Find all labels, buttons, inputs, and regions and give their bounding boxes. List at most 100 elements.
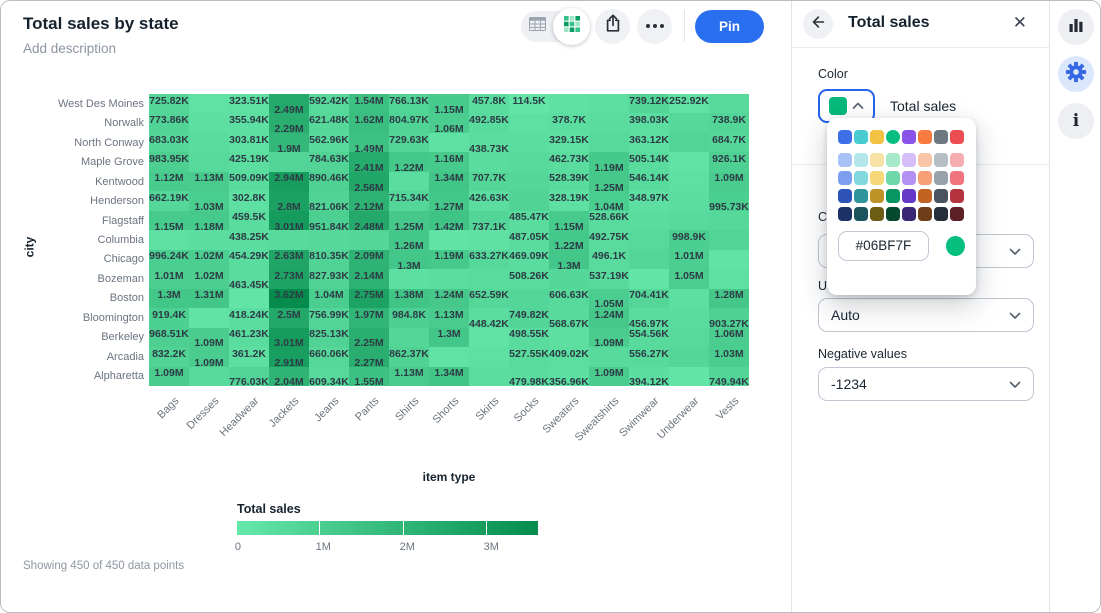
palette-swatch[interactable]	[934, 171, 948, 185]
heatmap-cell[interactable]	[469, 269, 509, 288]
heatmap-cell[interactable]	[309, 230, 349, 249]
heatmap-cell[interactable]	[189, 367, 229, 386]
heatmap-cell[interactable]	[669, 289, 709, 308]
palette-swatch[interactable]	[934, 189, 948, 203]
palette-swatch[interactable]	[854, 153, 868, 167]
heatmap-cell[interactable]	[669, 152, 709, 171]
heatmap-cell[interactable]	[589, 113, 629, 132]
palette-swatch[interactable]	[886, 189, 900, 203]
heatmap-cell[interactable]	[509, 152, 549, 171]
palette-swatch[interactable]	[950, 189, 964, 203]
format-settings-button[interactable]	[1058, 56, 1094, 92]
palette-swatch[interactable]	[918, 130, 932, 144]
heatmap-cell[interactable]	[709, 230, 749, 249]
palette-swatch[interactable]	[934, 207, 948, 221]
palette-swatch[interactable]	[870, 207, 884, 221]
heatmap-cell[interactable]	[269, 152, 309, 171]
heatmap-cell[interactable]	[189, 133, 229, 152]
heatmap-cell[interactable]	[189, 113, 229, 132]
palette-swatch[interactable]	[886, 153, 900, 167]
heatmap-cell[interactable]	[669, 211, 709, 230]
palette-swatch[interactable]	[838, 130, 852, 144]
heatmap-cell[interactable]	[669, 191, 709, 210]
heatmap-cell[interactable]	[669, 347, 709, 366]
heatmap-cell[interactable]	[589, 133, 629, 152]
heatmap-cell[interactable]	[389, 269, 429, 288]
heatmap-cell[interactable]	[669, 133, 709, 152]
heatmap-cell[interactable]	[589, 347, 629, 366]
heatmap-cell[interactable]	[189, 230, 229, 249]
heatmap-cell[interactable]	[189, 308, 229, 327]
heatmap-cell[interactable]	[709, 269, 749, 288]
negative-values-dropdown[interactable]: -1234	[818, 367, 1034, 401]
palette-swatch[interactable]	[918, 207, 932, 221]
heatmap-cell[interactable]	[629, 230, 669, 249]
heatmap-cell[interactable]	[669, 367, 709, 386]
heatmap-cell[interactable]	[709, 250, 749, 269]
palette-swatch[interactable]	[854, 207, 868, 221]
palette-swatch[interactable]	[838, 189, 852, 203]
palette-swatch[interactable]	[902, 130, 916, 144]
palette-swatch[interactable]	[950, 130, 964, 144]
heatmap-cell[interactable]	[629, 250, 669, 269]
units-dropdown[interactable]: Auto	[818, 298, 1034, 332]
heatmap-cell[interactable]	[589, 94, 629, 113]
heatmap-cell[interactable]	[429, 133, 469, 152]
heatmap-cell[interactable]	[509, 113, 549, 132]
heatmap-cell[interactable]	[509, 191, 549, 210]
palette-swatch[interactable]	[870, 189, 884, 203]
palette-swatch[interactable]	[838, 153, 852, 167]
palette-swatch[interactable]	[854, 130, 868, 144]
heatmap-cell[interactable]	[189, 94, 229, 113]
palette-swatch[interactable]	[886, 130, 900, 144]
heatmap-cell[interactable]	[549, 94, 589, 113]
heatmap-cell[interactable]	[389, 328, 429, 347]
heatmap-cell[interactable]	[269, 230, 309, 249]
heatmap-cell[interactable]	[509, 133, 549, 152]
heatmap-cell[interactable]	[469, 347, 509, 366]
heatmap-cell[interactable]	[549, 328, 589, 347]
palette-swatch[interactable]	[854, 171, 868, 185]
heatmap-cell[interactable]	[509, 289, 549, 308]
heatmap-cell[interactable]	[629, 269, 669, 288]
heatmap-cell[interactable]	[349, 230, 389, 249]
palette-swatch[interactable]	[838, 207, 852, 221]
share-button[interactable]	[595, 9, 630, 44]
palette-swatch[interactable]	[902, 189, 916, 203]
heatmap-cell[interactable]	[429, 347, 469, 366]
heatmap-cell[interactable]	[629, 211, 669, 230]
palette-swatch[interactable]	[934, 130, 948, 144]
palette-swatch[interactable]	[854, 189, 868, 203]
heatmap-cell[interactable]	[549, 269, 589, 288]
hex-color-input[interactable]: #06BF7F	[838, 231, 929, 261]
heatmap-cell[interactable]	[709, 94, 749, 113]
table-view-button[interactable]	[521, 11, 554, 42]
heatmap-cell[interactable]	[429, 230, 469, 249]
palette-swatch[interactable]	[886, 171, 900, 185]
palette-swatch[interactable]	[950, 207, 964, 221]
description-placeholder[interactable]: Add description	[23, 41, 116, 56]
chart-settings-button[interactable]	[1058, 9, 1094, 45]
info-button[interactable]: i	[1058, 103, 1094, 139]
palette-swatch[interactable]	[870, 153, 884, 167]
palette-swatch[interactable]	[838, 171, 852, 185]
palette-swatch[interactable]	[902, 153, 916, 167]
palette-swatch[interactable]	[918, 171, 932, 185]
heatmap-cell[interactable]	[669, 172, 709, 191]
heatmap-cell[interactable]	[509, 172, 549, 191]
heatmap-cell[interactable]	[469, 367, 509, 386]
heatmap-grid[interactable]: 725.82K323.51K2.49M592.42K1.54M766.13K1.…	[149, 94, 749, 386]
heatmap-cell[interactable]	[669, 328, 709, 347]
close-icon[interactable]: ✕	[1013, 13, 1027, 33]
heatmap-cell[interactable]	[469, 328, 509, 347]
palette-swatch[interactable]	[934, 153, 948, 167]
heatmap-cell[interactable]	[149, 230, 189, 249]
heatmap-cell[interactable]	[229, 289, 269, 308]
back-button[interactable]	[803, 9, 833, 39]
heatmap-cell[interactable]	[389, 172, 429, 191]
palette-swatch[interactable]	[918, 189, 932, 203]
heatmap-cell[interactable]	[669, 113, 709, 132]
heatmap-cell[interactable]	[469, 230, 509, 249]
palette-swatch[interactable]	[870, 130, 884, 144]
palette-swatch[interactable]	[870, 171, 884, 185]
